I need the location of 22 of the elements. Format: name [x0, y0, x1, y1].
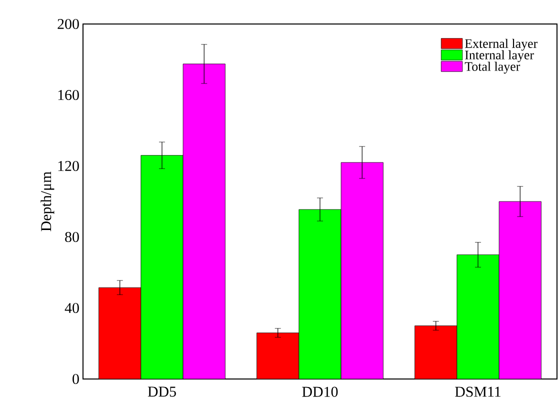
- x-tick-label: DSM11: [455, 386, 500, 397]
- bar: [456, 254, 500, 379]
- bar: [414, 326, 458, 379]
- bar: [298, 209, 342, 379]
- legend-label: Internal layer: [465, 50, 534, 62]
- y-tick-label: 160: [58, 90, 79, 100]
- bar: [498, 201, 542, 379]
- x-tick-label: DD5: [148, 386, 176, 397]
- bar: [341, 162, 384, 379]
- y-tick-label: 120: [58, 160, 79, 172]
- bar: [140, 155, 184, 379]
- y-tick-label: 0: [72, 374, 79, 384]
- bar: [183, 64, 226, 379]
- bar: [98, 288, 141, 379]
- x-tick-label: DD10: [302, 386, 338, 397]
- y-tick-label: 80: [65, 232, 79, 242]
- legend-label: External layer: [464, 38, 538, 51]
- y-tick-label: 200: [58, 18, 79, 30]
- y-tick-label: 40: [64, 302, 79, 314]
- legend-label: Total layer: [464, 62, 520, 74]
- y-axis-title: Depth/μm: [40, 172, 54, 232]
- bar: [256, 332, 299, 379]
